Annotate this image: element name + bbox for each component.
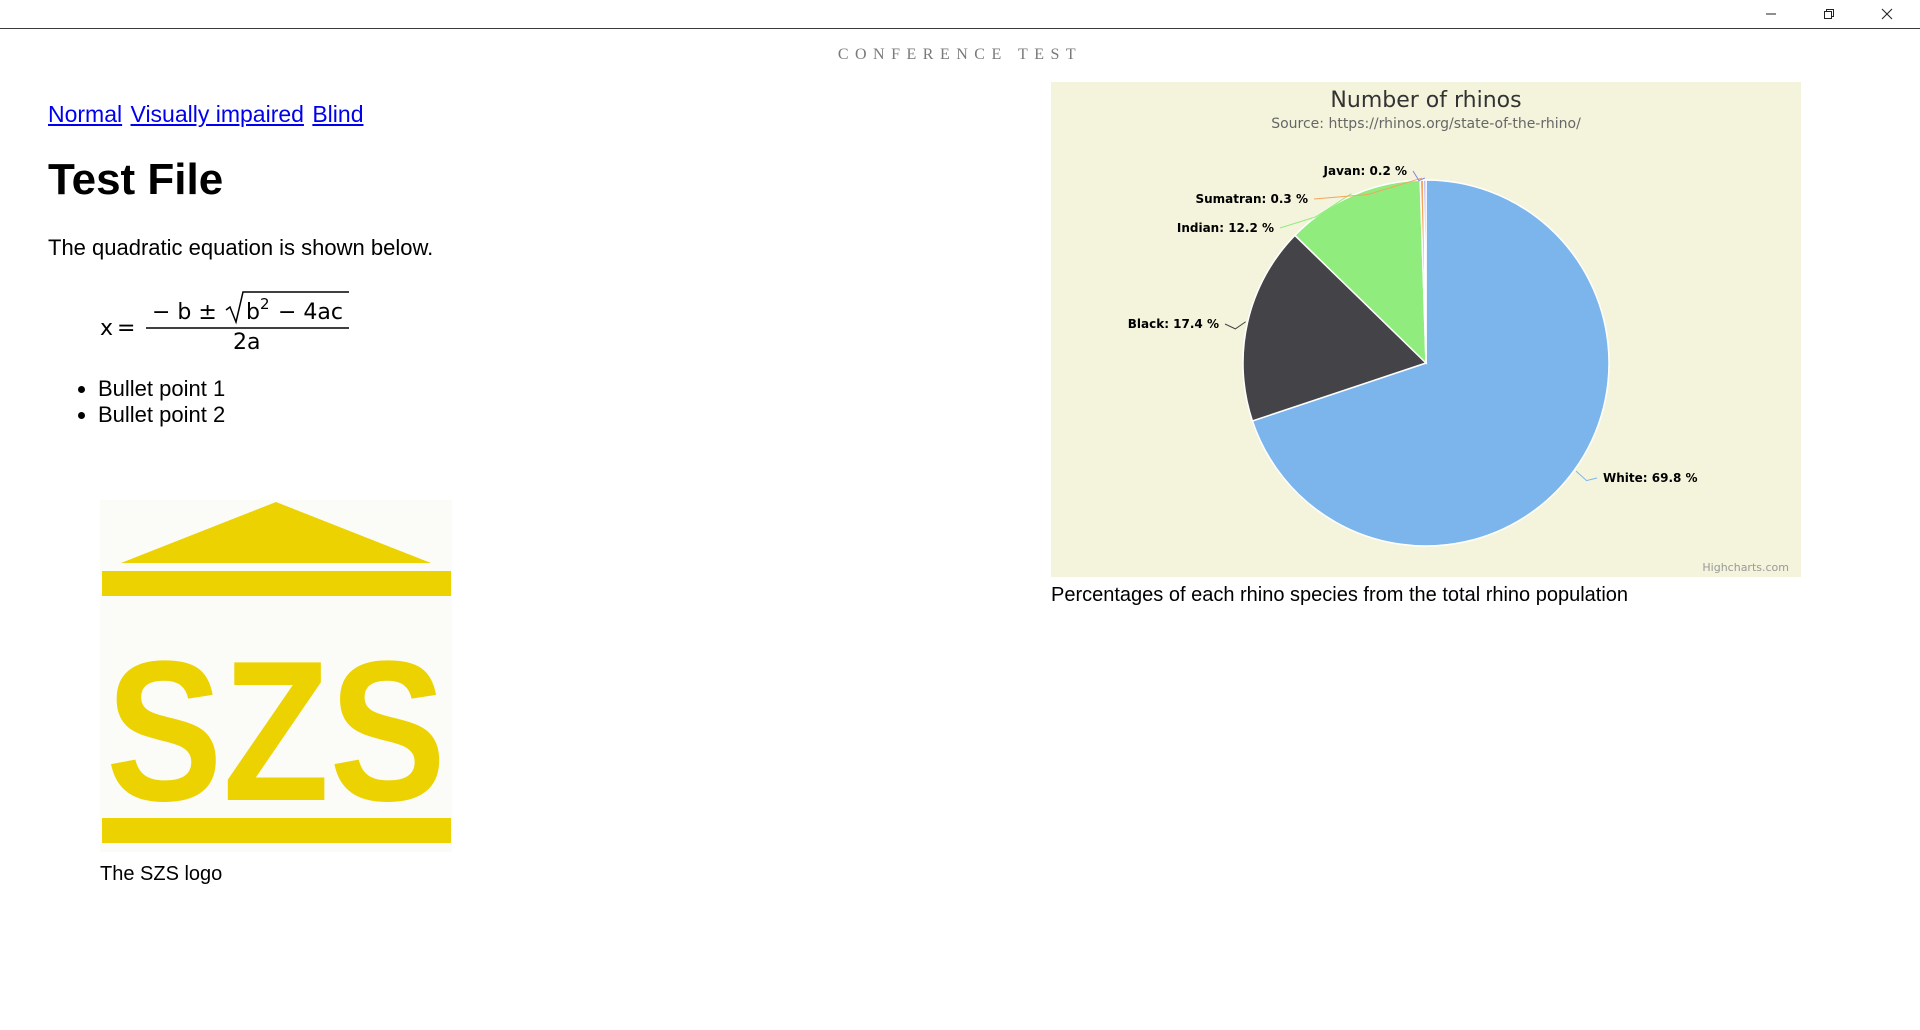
logo-caption: The SZS logo [100,862,452,886]
pie-connector-white [1576,471,1597,480]
eq-lhs: x [100,316,113,341]
bullet-list: Bullet point 1 Bullet point 2 [48,376,225,428]
list-item: Bullet point 1 [98,376,225,402]
minimize-icon [1765,8,1777,20]
list-item: Bullet point 2 [98,402,225,428]
szs-logo: SZS [100,500,452,852]
quadratic-equation: x = − b ± b 2 − 4ac 2a [100,288,360,356]
window-titlebar [0,0,1920,29]
chart-credit[interactable]: Highcharts.com [1702,561,1789,574]
logo-figure: SZS The SZS logo [100,500,452,886]
chart-container: Number of rhinos Source: https://rhinos.… [1051,82,1801,577]
chart-figure: Number of rhinos Source: https://rhinos.… [1051,82,1801,607]
mode-links: Normal Visually impaired Blind [48,100,366,128]
pie-label-indian: Indian: 12.2 % [1177,221,1274,235]
close-button[interactable] [1858,0,1916,28]
mode-link-blind[interactable]: Blind [312,101,363,127]
chart-caption: Percentages of each rhino species from t… [1051,583,1801,607]
minimize-button[interactable] [1742,0,1800,28]
intro-text: The quadratic equation is shown below. [48,234,433,262]
eq-numerator-prefix: − b ± [152,300,217,325]
app-title: CONFERENCE TEST [0,46,1920,64]
logo-text: SZS [106,620,446,843]
pie-label-black: Black: 17.4 % [1128,317,1219,331]
pie-label-white: White: 69.8 % [1603,471,1698,485]
chart-subtitle: Source: https://rhinos.org/state-of-the-… [1271,116,1581,132]
eq-equals: = [117,316,135,341]
pie-chart: Number of rhinos Source: https://rhinos.… [1051,82,1801,577]
eq-radicand-rest: − 4ac [278,300,343,325]
pie-label-javan: Javan: 0.2 % [1323,164,1407,178]
mode-link-normal[interactable]: Normal [48,101,122,127]
pie-slices [1243,180,1609,546]
eq-denominator: 2a [233,330,260,355]
pie-connector-black [1225,322,1246,329]
eq-radicand-exponent: 2 [260,295,270,313]
close-icon [1881,8,1893,20]
restore-icon [1823,8,1835,20]
restore-button[interactable] [1800,0,1858,28]
eq-radicand-base: b [246,300,260,325]
chart-title: Number of rhinos [1330,88,1521,113]
pie-label-sumatran: Sumatran: 0.3 % [1195,192,1308,206]
page-title: Test File [48,154,223,206]
mode-link-visually-impaired[interactable]: Visually impaired [131,101,304,127]
